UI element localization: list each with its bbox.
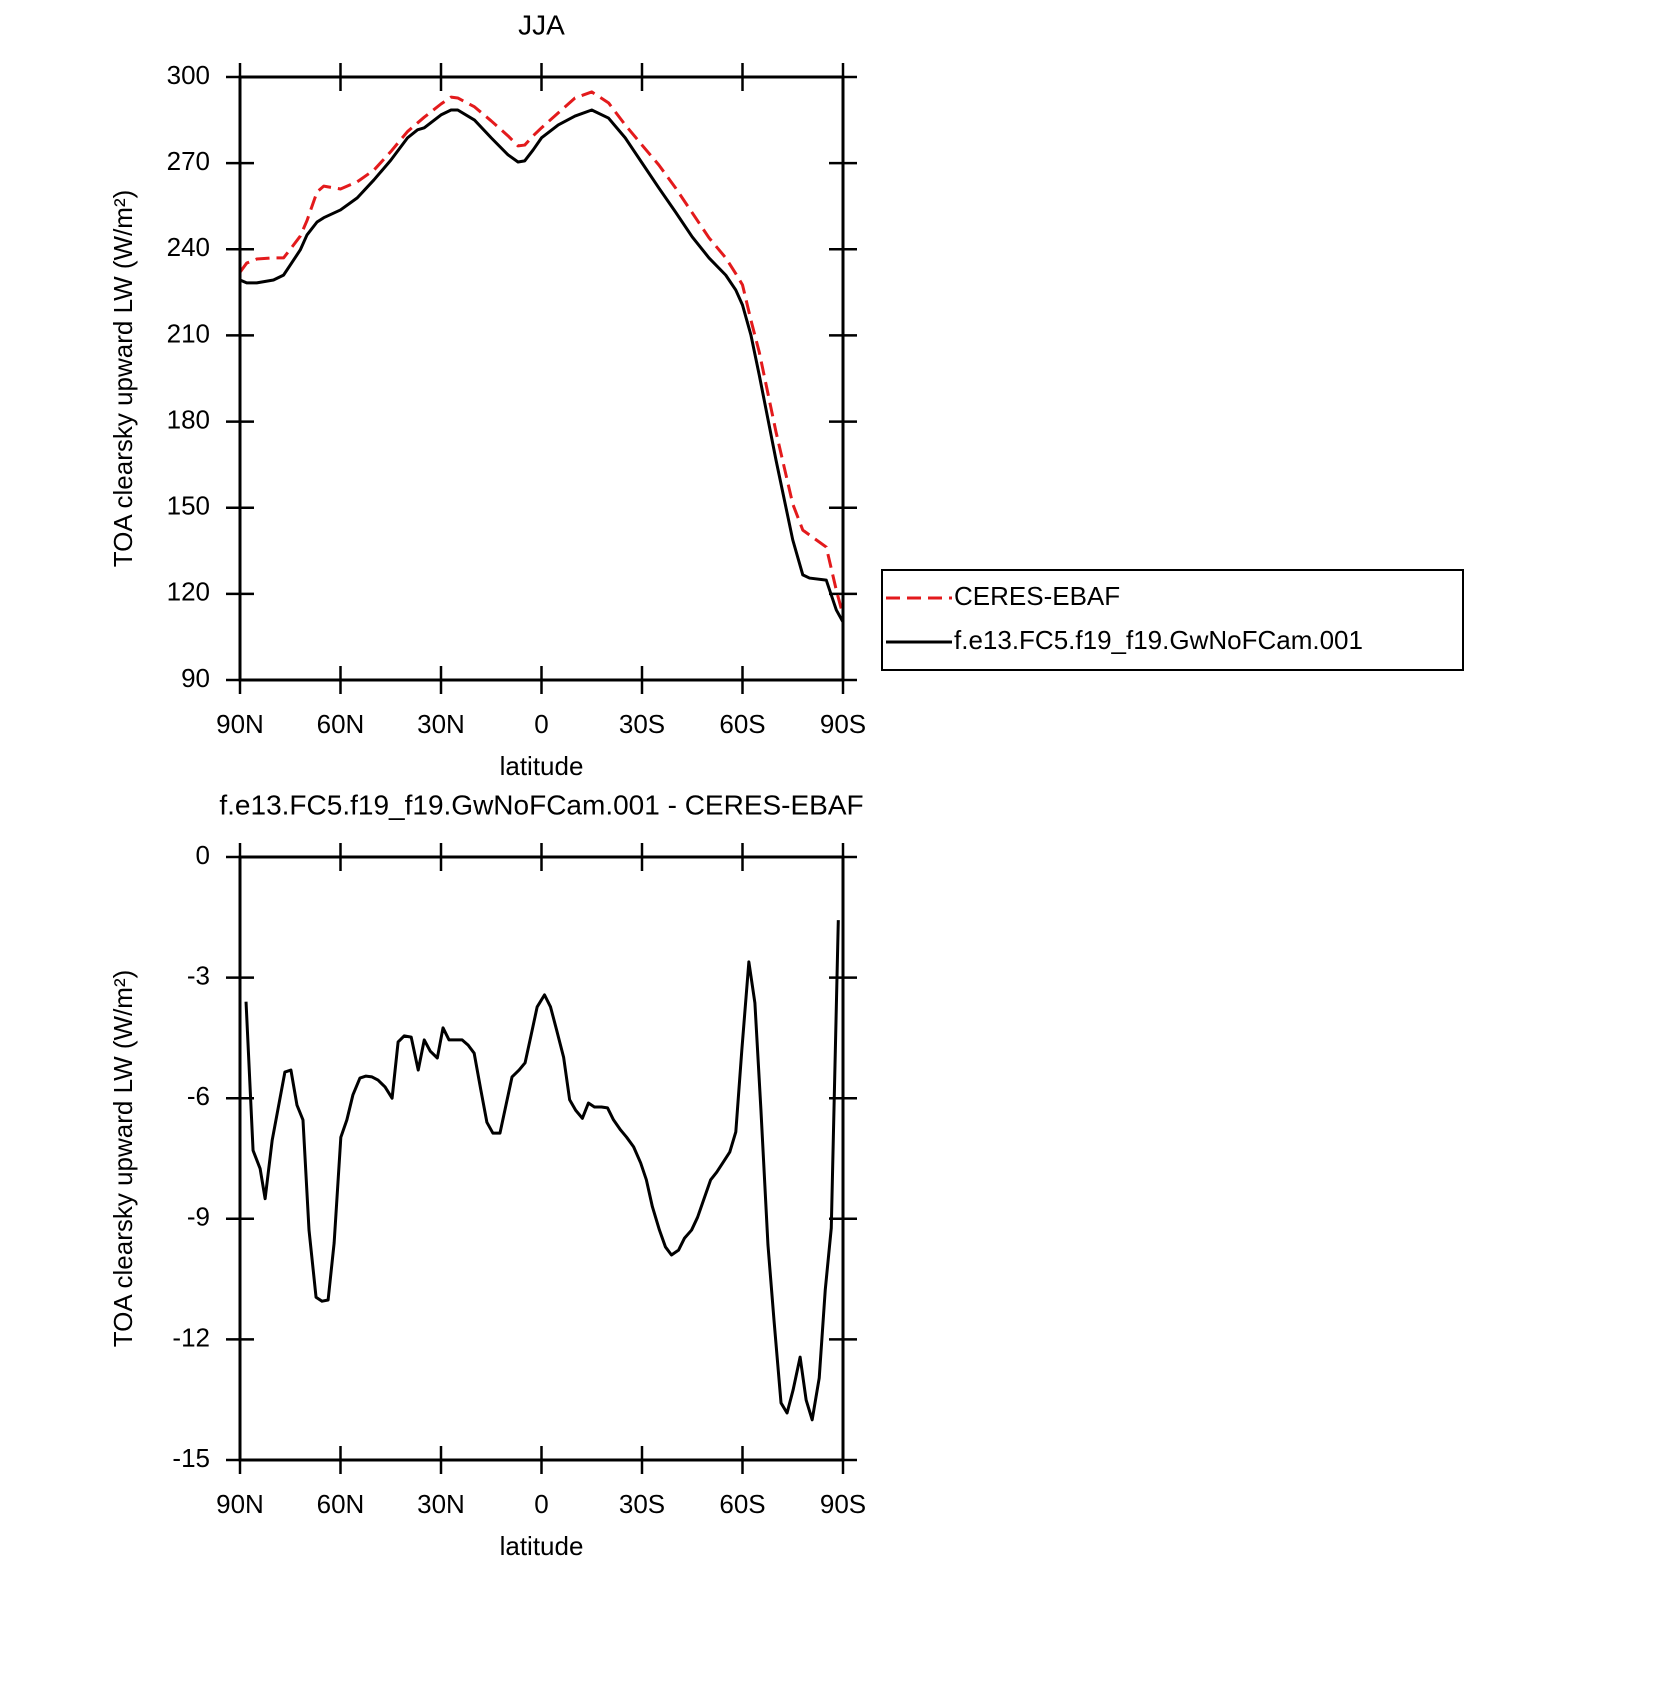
data-line — [238, 90, 845, 616]
x-axis-label: latitude — [500, 1531, 584, 1561]
x-tick-label: 60N — [317, 1489, 365, 1519]
legend-label: f.e13.FC5.f19_f19.GwNoFCam.001 — [954, 625, 1363, 655]
y-tick-label: -9 — [187, 1202, 210, 1232]
y-axis-label: TOA clearsky upward LW (W/m²) — [108, 970, 138, 1348]
x-tick-label: 60N — [317, 709, 365, 739]
x-tick-label: 60S — [719, 709, 765, 739]
x-tick-label: 90N — [216, 1489, 264, 1519]
y-tick-label: 240 — [167, 232, 210, 262]
legend-label: CERES-EBAF — [954, 581, 1120, 611]
y-tick-label: -12 — [172, 1322, 210, 1352]
x-tick-label: 30N — [417, 709, 465, 739]
y-tick-label: 210 — [167, 318, 210, 348]
x-axis-label: latitude — [500, 751, 584, 781]
y-tick-label: -6 — [187, 1081, 210, 1111]
legend-box — [881, 569, 1464, 671]
x-tick-label: 0 — [534, 709, 548, 739]
y-tick-label: -3 — [187, 960, 210, 990]
y-tick-label: 90 — [181, 663, 210, 693]
x-tick-label: 30S — [619, 1489, 665, 1519]
y-tick-label: -15 — [172, 1443, 210, 1473]
x-tick-label: 30N — [417, 1489, 465, 1519]
x-tick-label: 30S — [619, 709, 665, 739]
y-tick-label: 150 — [167, 491, 210, 521]
chart-title: f.e13.FC5.f19_f19.GwNoFCam.001 - CERES-E… — [219, 789, 863, 820]
plot-frame — [238, 75, 845, 682]
x-tick-label: 60S — [719, 1489, 765, 1519]
data-line — [244, 920, 840, 1422]
data-line — [239, 108, 845, 623]
y-tick-label: 180 — [167, 404, 210, 434]
y-tick-label: 120 — [167, 577, 210, 607]
y-tick-label: 270 — [167, 146, 210, 176]
y-axis-label: TOA clearsky upward LW (W/m²) — [108, 190, 138, 568]
y-tick-label: 0 — [196, 840, 210, 870]
x-tick-label: 90S — [820, 1489, 866, 1519]
plot-frame — [238, 855, 845, 1462]
chart-title: JJA — [518, 9, 565, 40]
x-tick-label: 0 — [534, 1489, 548, 1519]
x-tick-label: 90N — [216, 709, 264, 739]
y-tick-label: 300 — [167, 60, 210, 90]
x-tick-label: 90S — [820, 709, 866, 739]
